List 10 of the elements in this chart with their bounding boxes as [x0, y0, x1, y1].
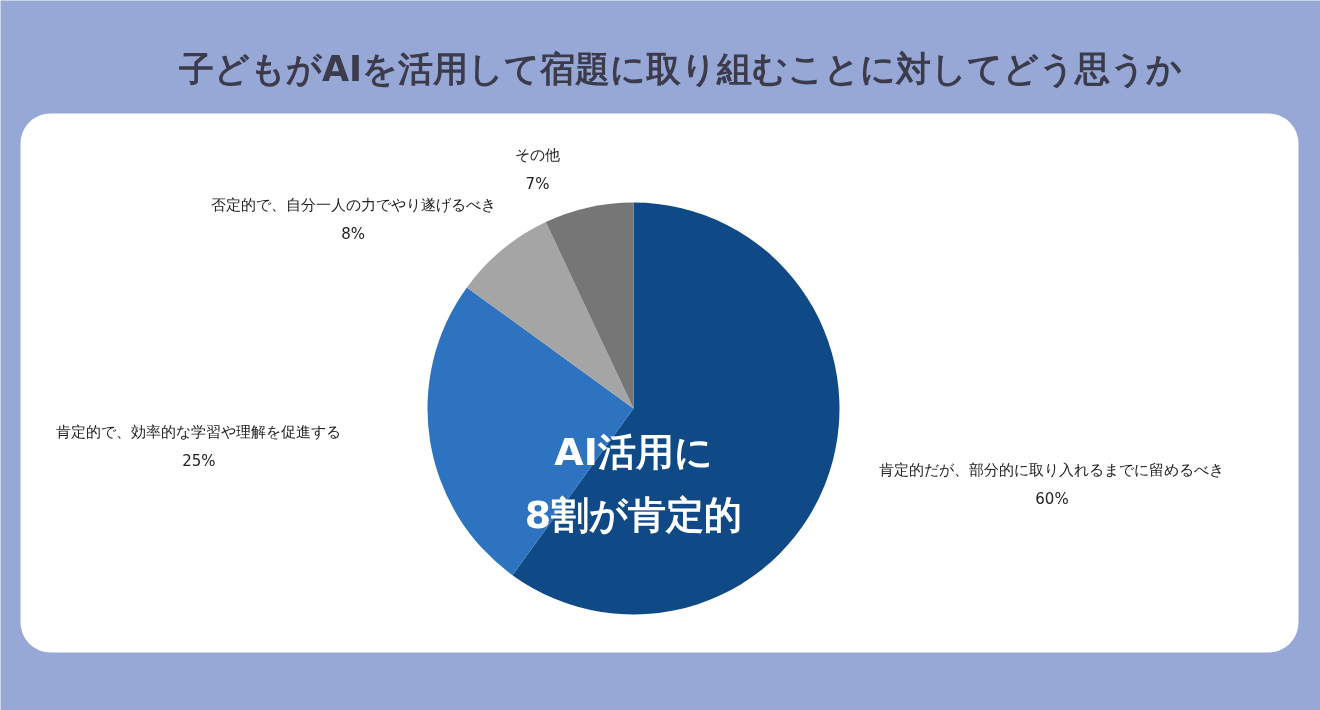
data-label: 8%: [341, 225, 365, 244]
data-label: 60%: [1035, 489, 1069, 508]
chart-title: 子どもがAIを活用して宿題に取り組むことに対してどう思うか: [177, 48, 1183, 89]
text: AI活用に 8割が肯定的: [524, 429, 743, 538]
data-label: 25%: [182, 452, 216, 471]
slice-label: 否定的で、自分一人の力でやり遂げるべき: [210, 196, 496, 215]
data-label: 7%: [525, 174, 550, 193]
slice-label: 肯定的だが、部分的に取り入れるまでに留めるべき: [879, 460, 1225, 479]
slice-label: その他: [515, 146, 561, 164]
slice-label: 肯定的で、効率的な学習や理解を促進する: [56, 423, 342, 442]
